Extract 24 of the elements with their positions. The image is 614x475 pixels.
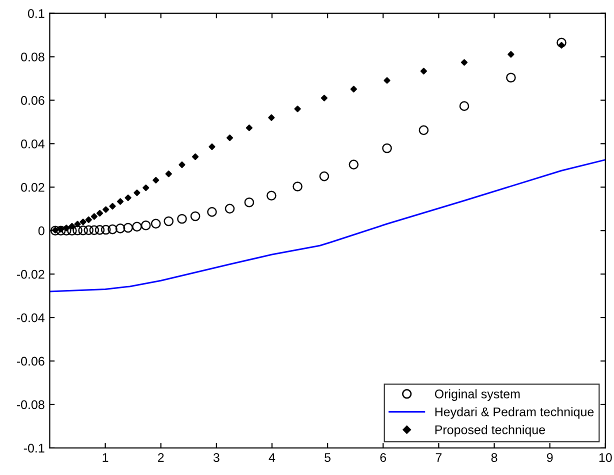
x-tick-label: 2 (158, 453, 164, 462)
y-tick-label: 0.08 (21, 52, 44, 62)
y-tick-label: 0 (38, 226, 44, 236)
y-tick-label: 0.04 (21, 139, 45, 148)
y-tick-label: 0.02 (21, 182, 44, 192)
x-tick-label: 3 (213, 453, 220, 462)
y-tick-label: -0.06 (16, 356, 44, 366)
x-tick-label: 6 (380, 453, 386, 462)
legend-label: Proposed technique (435, 425, 545, 437)
x-tick-label: 9 (546, 453, 553, 462)
x-tick-label: 7 (436, 453, 442, 462)
y-tick-label: 0.06 (21, 96, 44, 105)
y-tick-label: -0.04 (16, 313, 45, 322)
x-tick-label: 1 (102, 453, 108, 462)
x-tick-label: 10 (599, 453, 612, 462)
x-tick-label: 4 (268, 453, 276, 462)
y-tick-label: 0.1 (28, 9, 44, 18)
x-tick-label: 8 (491, 453, 498, 462)
x-tick-label: 5 (324, 453, 331, 462)
y-tick-label: -0.02 (16, 270, 44, 279)
y-tick-label: -0.08 (16, 400, 44, 410)
legend-label: Heydari & Pedram technique (435, 407, 594, 419)
y-tick-label: -0.1 (24, 444, 44, 453)
legend-label: Original system (434, 389, 520, 401)
